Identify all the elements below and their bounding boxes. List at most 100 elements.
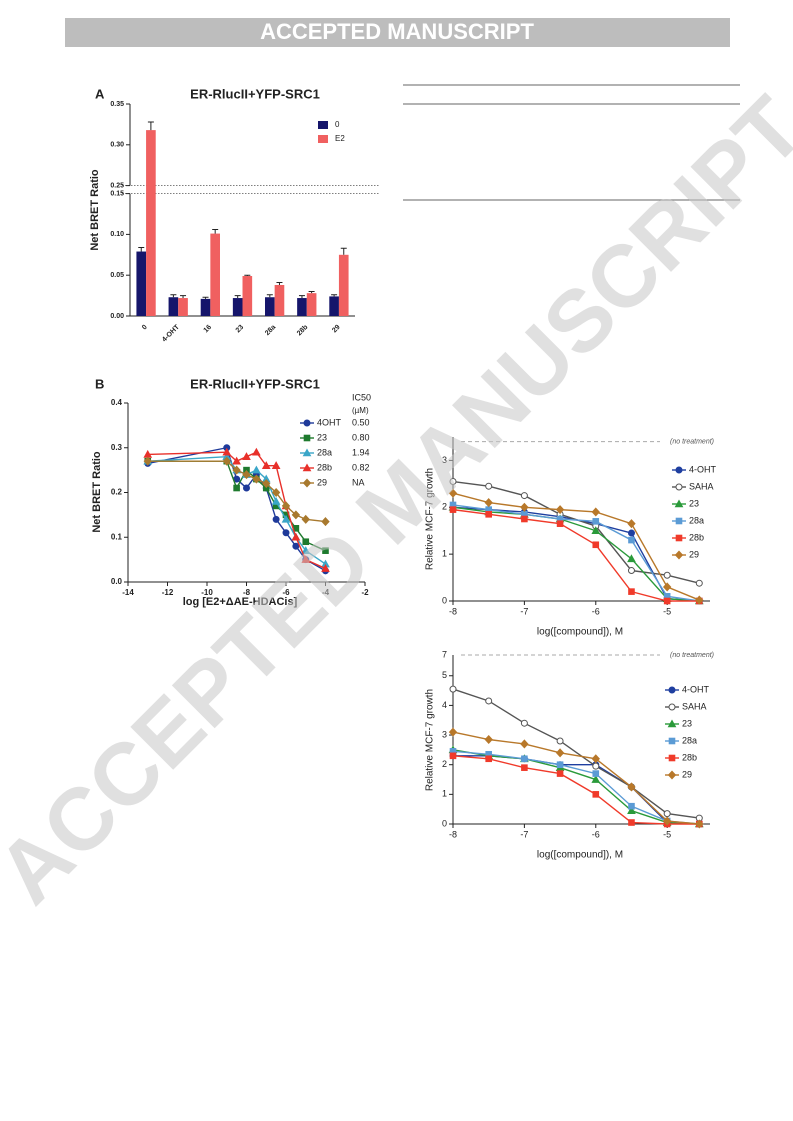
marker [591, 526, 601, 535]
marker [695, 579, 703, 587]
x-tick-label: 23 [235, 324, 246, 335]
marker [627, 806, 636, 814]
y-tick-label: 0 [442, 818, 447, 828]
marker [520, 492, 528, 500]
marker [667, 770, 677, 780]
marker [449, 752, 457, 760]
marker [675, 466, 683, 474]
marker [261, 461, 271, 469]
y-tick-label: 1 [442, 789, 447, 799]
reference-axis-label: 7 [442, 649, 447, 659]
legend-label: 0 [335, 120, 340, 129]
y-tick-label: 2 [442, 502, 447, 512]
marker [321, 564, 330, 572]
legend-label: 28a [317, 447, 332, 457]
error-bar [212, 229, 219, 234]
marker [674, 499, 684, 508]
y-tick-label: 3 [442, 729, 447, 739]
marker [695, 595, 704, 605]
y-tick-label: 0.10 [110, 231, 124, 238]
marker [674, 550, 684, 560]
marker [628, 819, 635, 826]
error-bar [138, 246, 145, 252]
marker [521, 515, 528, 523]
marker [302, 463, 312, 472]
marker [675, 517, 683, 525]
error-bar [244, 274, 251, 277]
marker [271, 487, 281, 498]
bar [178, 298, 188, 316]
bar [136, 251, 147, 316]
marker [556, 770, 564, 777]
bar [210, 233, 220, 316]
legend-swatch [318, 121, 328, 129]
chart: Relative MCF-7 growth log([compound]), M 0… [425, 437, 717, 638]
y-tick-label: 0.0 [111, 577, 123, 586]
marker [485, 697, 493, 705]
panel-label: B [95, 376, 104, 391]
legend-swatch [318, 135, 328, 143]
y-tick-label: 0.05 [110, 272, 124, 279]
x-tick-label: 29 [331, 324, 342, 335]
marker [521, 755, 528, 763]
marker [484, 734, 493, 745]
marker [291, 510, 301, 520]
x-tick-label: -14 [122, 588, 134, 597]
y-tick-label: 5 [442, 670, 447, 680]
x-tick-label: -6 [592, 829, 600, 839]
marker [302, 478, 312, 488]
watermark: ACCEPTED MANUSCRIPT [0, 78, 793, 922]
series-line [452, 755, 700, 825]
marker [271, 461, 281, 469]
error-bar [202, 296, 209, 299]
x-tick-label: 28b [296, 324, 309, 337]
marker [627, 519, 636, 529]
marker [668, 737, 676, 745]
x-tick-label: -10 [201, 588, 213, 597]
marker [301, 514, 310, 524]
legend-label: SAHA [682, 701, 707, 711]
x-tick-label: 0 [141, 324, 149, 332]
banner [65, 18, 730, 47]
x-tick-label: -2 [361, 588, 369, 597]
marker [592, 518, 600, 525]
bar [265, 297, 275, 316]
error-bar [266, 294, 273, 298]
y-tick-label: 0.1 [111, 532, 123, 541]
x-axis-label: log [E2+ΔAE-HDACis] [183, 596, 298, 608]
x-tick-label: 4-OHT [161, 323, 181, 343]
y-tick-label: 0.00 [110, 313, 124, 320]
series-line [452, 750, 700, 825]
x-tick-label: -8 [243, 588, 251, 597]
marker [668, 754, 676, 762]
bar [242, 276, 253, 316]
x-tick-label: -6 [282, 588, 290, 597]
y-tick-label: 0.4 [111, 398, 123, 407]
legend-ic50: 0.80 [352, 432, 370, 442]
marker [485, 755, 492, 763]
series-line [452, 731, 700, 825]
legend-label: SAHA [689, 481, 714, 491]
marker [695, 819, 704, 829]
marker [628, 588, 635, 595]
marker [663, 597, 671, 605]
x-axis-label: log([compound]), M [537, 627, 623, 638]
series-line [452, 508, 700, 602]
bar [338, 254, 349, 316]
legend-ic50: 0.82 [352, 462, 370, 472]
series-line [452, 749, 700, 825]
marker [556, 761, 564, 769]
x-tick-label: 28a [264, 324, 277, 337]
error-bar [180, 295, 187, 299]
marker [627, 554, 636, 563]
marker [449, 478, 457, 486]
legend-label: 29 [682, 769, 692, 779]
y-tick-label: 0 [442, 595, 447, 605]
legend-ic50: 1.94 [352, 447, 370, 457]
marker [291, 532, 301, 541]
chart: Relative MCF-7 growth log([compound]), M 0… [425, 649, 714, 860]
error-bar [308, 291, 315, 294]
marker [271, 496, 281, 505]
marker [627, 782, 636, 792]
bar [232, 298, 243, 316]
